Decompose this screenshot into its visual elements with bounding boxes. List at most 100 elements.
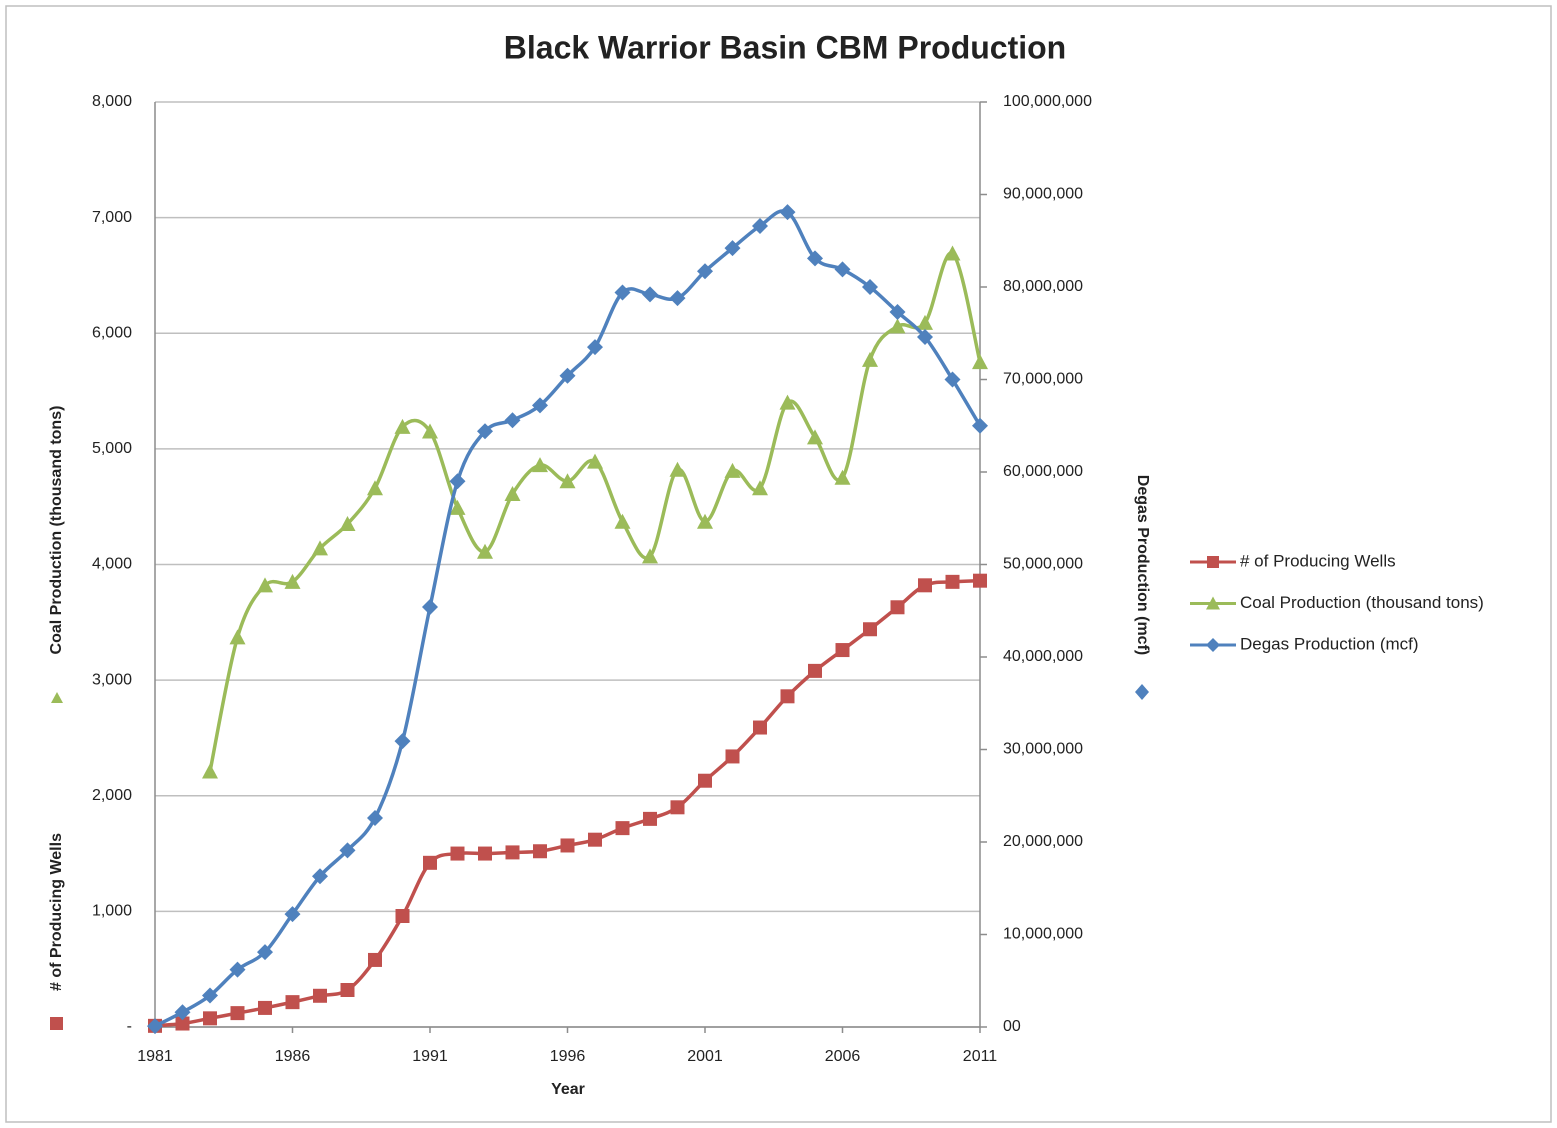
data-point (752, 480, 768, 496)
data-point (835, 643, 850, 658)
data-point (422, 599, 438, 616)
y2-tick-label: 50,000,000 (1003, 556, 1083, 573)
x-tick-label: 2006 (825, 1048, 861, 1065)
data-point (504, 485, 521, 501)
data-point (724, 462, 741, 478)
data-point (175, 1016, 190, 1031)
y-tick-label: 1,000 (92, 903, 132, 920)
data-point (973, 573, 987, 588)
y2-tick-label: 70,000,000 (1003, 371, 1083, 388)
data-point (753, 720, 767, 735)
chart-title: Black Warrior Basin CBM Production (504, 29, 1066, 65)
data-point (313, 988, 327, 1003)
data-point (229, 961, 246, 978)
data-point (394, 733, 411, 750)
y-tick-label: - (127, 1018, 132, 1035)
data-point (532, 457, 548, 473)
data-point (588, 832, 602, 847)
y-tick-label: 6,000 (92, 324, 132, 341)
data-point (368, 952, 382, 967)
data-point (450, 846, 465, 861)
data-point (614, 284, 631, 301)
data-point (642, 286, 658, 303)
data-point (972, 354, 988, 370)
data-point (807, 429, 823, 445)
data-point (174, 1004, 191, 1021)
data-point (918, 578, 932, 593)
data-point (889, 303, 906, 320)
data-point (724, 240, 741, 257)
legend-label: Degas Production (mcf) (1240, 634, 1419, 653)
x-tick-label: 2001 (687, 1048, 723, 1065)
data-point (312, 868, 328, 885)
y2-tick-label: 30,000,000 (1003, 741, 1083, 758)
data-point (834, 469, 851, 485)
data-point (229, 629, 246, 645)
y-tick-label: 8,000 (92, 93, 132, 110)
y2-tick-label: 60,000,000 (1003, 463, 1083, 480)
y-tick-label: 4,000 (92, 556, 132, 573)
data-point (944, 245, 961, 261)
data-point (670, 800, 685, 815)
data-point (284, 906, 301, 923)
y2-tick-label: 40,000,000 (1003, 648, 1083, 665)
data-point (257, 944, 273, 961)
data-point (587, 453, 603, 469)
data-point (559, 473, 576, 489)
axis-title-marker (51, 692, 63, 703)
data-point (532, 397, 548, 414)
data-point (808, 663, 822, 678)
y-tick-label: 2,000 (92, 787, 132, 804)
data-point (505, 845, 520, 860)
data-point (642, 548, 658, 564)
data-point (477, 543, 493, 559)
legend-marker (1207, 556, 1219, 568)
y2-axis-title: Degas Production (mcf) (1134, 475, 1151, 655)
data-point (669, 461, 686, 477)
x-axis-title: Year (551, 1081, 585, 1098)
data-point (230, 1006, 245, 1021)
data-point (422, 423, 438, 439)
data-point (147, 1018, 163, 1035)
y-tick-label: 5,000 (92, 440, 132, 457)
data-point (533, 844, 547, 859)
data-point (945, 574, 960, 589)
data-point (202, 987, 218, 1004)
x-tick-label: 1981 (137, 1048, 173, 1065)
data-point (257, 577, 273, 593)
data-point (944, 371, 961, 388)
data-point (449, 499, 466, 515)
data-point (752, 217, 768, 234)
data-point (889, 318, 906, 334)
data-point (395, 909, 410, 923)
data-point (560, 838, 575, 853)
y-tick-label: 7,000 (92, 209, 132, 226)
axis-title-marker (50, 1017, 63, 1030)
data-point (477, 423, 493, 440)
data-point (312, 540, 328, 556)
y2-tick-label: 90,000,000 (1003, 186, 1083, 203)
data-point (697, 513, 713, 529)
data-point (423, 855, 437, 870)
y2-tick-label: 10,000,000 (1003, 926, 1083, 943)
data-point (615, 821, 630, 836)
data-point (202, 763, 218, 779)
axis-title-marker (1135, 684, 1149, 700)
y-tick-label: 3,000 (92, 671, 132, 688)
data-point (643, 811, 657, 826)
data-point (285, 995, 300, 1010)
data-point (862, 279, 878, 295)
x-tick-label: 1991 (412, 1048, 448, 1065)
data-point (449, 473, 466, 490)
data-point (203, 1011, 217, 1026)
data-point (725, 749, 740, 764)
y2-tick-label: 100,000,000 (1003, 93, 1092, 110)
x-tick-label: 1996 (550, 1048, 586, 1065)
data-point (367, 809, 383, 826)
y-axis-title: Coal Production (thousand tons) (48, 406, 65, 655)
data-point (917, 314, 933, 330)
data-point (698, 773, 712, 788)
series-line (208, 251, 982, 772)
